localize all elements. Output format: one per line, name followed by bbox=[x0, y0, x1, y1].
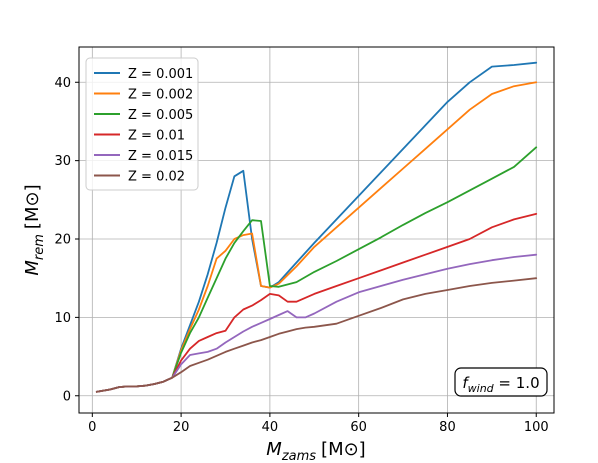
y-tick-label: 10 bbox=[54, 311, 71, 326]
series-group bbox=[95, 61, 538, 393]
annotation-frame bbox=[454, 367, 548, 397]
x-tick-label: 60 bbox=[350, 420, 367, 435]
y-tick-label: 0 bbox=[63, 389, 71, 404]
y-axis-label: Mrem[M⊙] bbox=[22, 184, 47, 275]
y-tick-label: 30 bbox=[54, 154, 71, 169]
x-tick-label: 20 bbox=[173, 420, 190, 435]
legend-label: Z = 0.002 bbox=[128, 88, 193, 103]
legend-label: Z = 0.001 bbox=[128, 67, 193, 82]
x-axis-label: Mzams [M⊙] bbox=[266, 439, 365, 463]
grid bbox=[79, 47, 554, 413]
axis-ticks: 0 20 40 60 80 100 0 10 20 30 40 bbox=[54, 76, 548, 435]
x-tick-label: 100 bbox=[524, 420, 549, 435]
x-tick-label: 80 bbox=[439, 420, 456, 435]
plot-frame bbox=[78, 46, 555, 414]
legend: Z = 0.001 Z = 0.002 Z = 0.005 Z = 0.01 Z = 0… bbox=[85, 57, 199, 191]
legend-label: Z = 0.02 bbox=[128, 170, 185, 185]
annotation-text: fwind = 1.0 bbox=[462, 374, 539, 395]
y-tick-label: 40 bbox=[54, 76, 71, 91]
series-line-6 bbox=[95, 277, 538, 393]
legend-label: Z = 0.01 bbox=[128, 129, 185, 144]
y-tick-label: 20 bbox=[54, 233, 71, 248]
x-tick-label: 0 bbox=[88, 420, 96, 435]
x-tick-label: 40 bbox=[262, 420, 279, 435]
plot-area bbox=[95, 61, 538, 393]
legend-label: Z = 0.005 bbox=[128, 108, 193, 123]
legend-label: Z = 0.015 bbox=[128, 149, 193, 164]
legend-box bbox=[85, 57, 199, 191]
annotation-box: fwind = 1.0 bbox=[454, 367, 548, 397]
